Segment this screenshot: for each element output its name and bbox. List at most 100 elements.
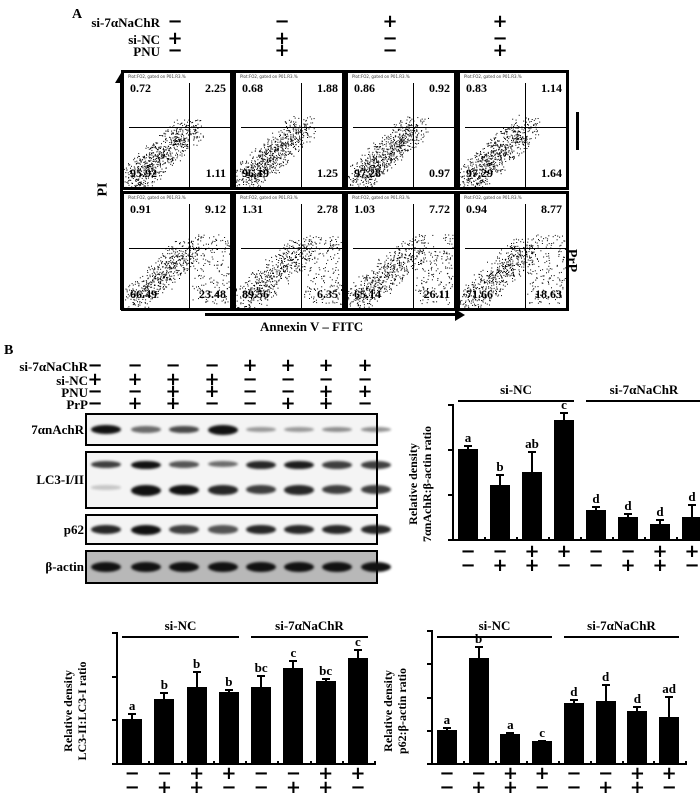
condition-sign: −	[382, 28, 398, 49]
condition-sign: −	[87, 381, 103, 402]
error-bar	[604, 684, 607, 701]
group-label: si-NC	[164, 618, 197, 633]
y-tick-mark	[448, 494, 452, 496]
blot-band	[284, 426, 314, 433]
quadrant-lr-value: 23.48	[199, 287, 226, 301]
condition-sign: +	[357, 355, 373, 376]
error-bar	[131, 712, 134, 720]
pnu-sign: −	[439, 763, 455, 784]
significance-letter: a	[128, 697, 136, 713]
x-tick-mark	[558, 761, 560, 765]
y-tick-mark	[427, 663, 431, 666]
x-tick-mark	[180, 761, 183, 765]
error-bar-cap	[321, 677, 330, 680]
prp-sign: −	[350, 777, 366, 798]
pnu-sign: −	[124, 763, 140, 784]
scatter-dots	[236, 116, 316, 187]
quadrant-hline	[465, 248, 567, 249]
blot-band	[91, 524, 121, 535]
pnu-sign: +	[556, 541, 572, 562]
bar	[586, 510, 606, 539]
quadrant-ll-value: 65.14	[354, 287, 381, 301]
pnu-sign: −	[620, 541, 636, 562]
prp-sign: +	[524, 555, 540, 576]
error-bar	[659, 519, 661, 524]
error-bar-cap	[569, 699, 578, 702]
error-bar-cap	[538, 739, 547, 742]
bar	[682, 517, 700, 539]
error-bar-cap	[665, 695, 674, 698]
scatter-dots	[236, 235, 342, 308]
quadrant-lr-value: 1.11	[205, 166, 226, 180]
blot-band	[284, 562, 314, 572]
y-tick-mark	[112, 719, 116, 722]
condition-sign: −	[242, 393, 258, 414]
condition-sign: −	[165, 355, 181, 376]
significance-letter: d	[688, 488, 696, 504]
quadrant-lr-value: 1.64	[541, 166, 562, 180]
annexin-axis-label: Annexin V – FITC	[260, 319, 364, 334]
condition-label: si-NC	[56, 373, 88, 388]
error-bar	[691, 503, 693, 518]
blot-band	[208, 562, 238, 572]
plot-header: Plot:FO2, gated on P01.R3.%	[352, 195, 410, 200]
annexin-arrowhead-icon	[455, 309, 465, 321]
blot-band-lc3i	[246, 461, 276, 470]
condition-sign: −	[242, 369, 258, 390]
scatter-dots	[460, 114, 541, 187]
quadrant-ll-value: 95.92	[130, 166, 157, 180]
blot-band	[169, 425, 199, 434]
bar	[627, 711, 648, 763]
y-axis-label-line2: LC3-II:LC3-I ratio	[75, 661, 89, 761]
group-bracket-line	[437, 636, 552, 638]
scatter-dots	[348, 116, 429, 187]
scatter-dots	[124, 119, 204, 187]
y-tick-mark	[448, 404, 452, 406]
blot-band	[169, 562, 199, 572]
group-bracket-line	[586, 400, 700, 402]
blot-band-lc3i	[91, 461, 121, 469]
error-bar-cap	[192, 671, 201, 674]
prp-sign: +	[492, 555, 508, 576]
condition-sign: +	[318, 393, 334, 414]
quadrant-ul-value: 1.03	[354, 202, 375, 216]
error-bar-cap	[353, 648, 362, 651]
quadrant-ll-value: 96.19	[242, 166, 269, 180]
significance-letter: a	[443, 712, 451, 728]
y-axis-label-line1: Relative density	[381, 670, 395, 752]
group-bracket-line	[564, 636, 679, 638]
quadrant-ur-value: 2.25	[205, 81, 226, 95]
quadrant-vline	[188, 83, 190, 187]
y-axis-label-line2: p62:β-actin ratio	[395, 668, 409, 754]
condition-sign: −	[382, 40, 398, 61]
significance-letter: c	[290, 645, 297, 661]
condition-label: PNU	[61, 385, 88, 400]
prp-sign: +	[189, 777, 205, 798]
prp-sign: −	[566, 777, 582, 798]
condition-sign: +	[318, 381, 334, 402]
blot-band-lc3ii	[322, 485, 352, 494]
blot-band-lc3ii	[91, 485, 121, 490]
pnu-sign: +	[534, 763, 550, 784]
error-bar-cap	[601, 684, 610, 687]
significance-letter: b	[193, 656, 201, 672]
pnu-sign: +	[502, 763, 518, 784]
quadrant-ur-value: 1.88	[317, 81, 338, 95]
plot-header: Plot:FO2, gated on P01.R3.%	[240, 195, 298, 200]
blot-band	[131, 425, 161, 434]
blot-band	[131, 562, 161, 572]
flow-plot: Plot:FO2, gated on P01.R3.% 0.86 0.92 97.28…	[345, 70, 457, 190]
blot-band-lc3i	[284, 461, 314, 470]
condition-sign: −	[167, 11, 183, 32]
y-tick-mark	[448, 539, 452, 541]
x-tick-mark	[374, 761, 376, 765]
pnu-sign: −	[566, 763, 582, 784]
flow-plot: Plot:FO2, gated on P01.R3.% 0.91 9.12 66.49…	[121, 191, 233, 311]
y-tick-mark	[448, 449, 452, 451]
error-bar-cap	[592, 505, 600, 508]
blot-band	[208, 424, 238, 435]
bar	[122, 719, 143, 763]
significance-letter: b	[160, 677, 168, 693]
x-tick-mark	[277, 761, 280, 765]
plot-header: Plot:FO2, gated on P01.R3.%	[464, 195, 522, 200]
